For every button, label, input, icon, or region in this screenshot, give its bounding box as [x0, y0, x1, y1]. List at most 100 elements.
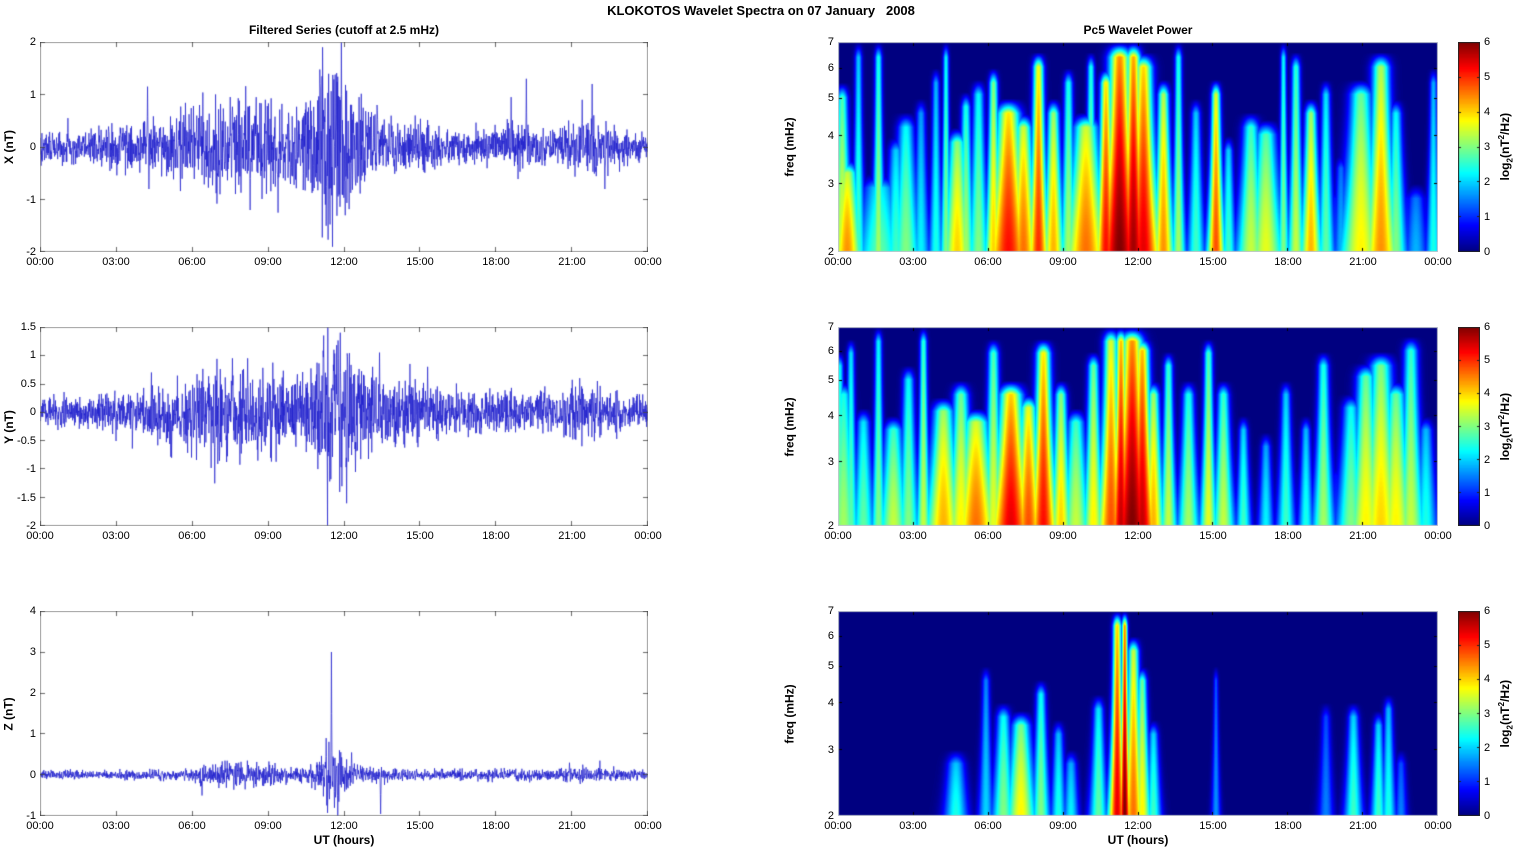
tick-label: 3: [29, 646, 36, 658]
tick-label: 06:00: [178, 256, 206, 268]
tick-label: 21:00: [558, 820, 586, 832]
colorbar-ticks-y: 6 5 4 3 2 1 0: [1484, 321, 1510, 532]
tick-label: 2: [827, 520, 834, 532]
tick-label: 00:00: [1424, 820, 1452, 832]
tick-label: 21:00: [1349, 530, 1377, 542]
tick-label: 18:00: [1274, 820, 1302, 832]
tick-label: 00:00: [1424, 530, 1452, 542]
tick-label: 00:00: [26, 256, 54, 268]
tick-label: 0: [1484, 246, 1491, 258]
tick-label: 12:00: [1124, 530, 1152, 542]
tick-label: 4: [827, 696, 834, 709]
tick-label: -0.5: [17, 434, 36, 447]
tick-label: 5: [1484, 70, 1491, 83]
tick-label: -2: [26, 520, 36, 532]
tick-label: 1.5: [20, 321, 36, 333]
freq-axis-label-z: freq (mHz): [782, 683, 797, 744]
tick-label: 09:00: [1049, 530, 1077, 542]
y-axis-ticks-timeseries-z: 4 3 2 1 0 -1: [0, 605, 36, 822]
tick-label: 0.5: [20, 377, 36, 390]
tick-label: 12:00: [330, 820, 358, 832]
tick-label: 00:00: [824, 256, 852, 268]
tick-label: -1: [26, 810, 36, 822]
tick-label: 3: [1484, 707, 1491, 720]
tick-label: 4: [29, 605, 36, 617]
freq-axis-label-y: freq (mHz): [782, 396, 797, 457]
tick-label: 5: [827, 92, 834, 105]
tick-label: 2: [1484, 741, 1491, 754]
tick-label: 4: [1484, 673, 1491, 686]
tick-label: 1: [29, 728, 36, 740]
y-axis-ticks-timeseries-x: 2 1 0 -1 -2: [0, 36, 36, 258]
tick-label: 0: [29, 769, 36, 781]
tick-label: 03:00: [102, 820, 130, 832]
tick-label: 00:00: [26, 820, 54, 832]
timeseries-x-panel: [40, 42, 648, 252]
left-column-title: Filtered Series (cutoff at 2.5 mHz): [248, 23, 440, 37]
tick-label: 15:00: [406, 820, 434, 832]
colorbar-ticks-x: 6 5 4 3 2 1 0: [1484, 36, 1510, 258]
tick-label: 4: [1484, 387, 1491, 400]
tick-label: 3: [1484, 141, 1491, 153]
tick-label: 09:00: [254, 530, 282, 542]
figure-title: KLOKOTOS Wavelet Spectra on 07 January 2…: [607, 3, 915, 18]
tick-label: 3: [827, 455, 834, 468]
tick-label: 0: [29, 141, 36, 153]
tick-label: 00:00: [824, 820, 852, 832]
tick-label: 06:00: [178, 530, 206, 542]
x-axis-ticks-spectrogram-x: 00:00 03:00 06:00 09:00 12:00 15:00 18:00 21:00…: [824, 256, 1452, 269]
tick-label: 1: [29, 88, 36, 101]
tick-label: 03:00: [102, 530, 130, 542]
tick-label: 6: [827, 61, 834, 74]
tick-label: 18:00: [482, 820, 510, 832]
tick-label: 1: [29, 349, 36, 362]
tick-label: 00:00: [1424, 256, 1452, 268]
y-axis-ticks-spectrogram-z: 7 6 5 4 3 2: [798, 605, 834, 822]
tick-label: 18:00: [482, 530, 510, 542]
x-axis-label-right: UT (hours): [1107, 833, 1169, 847]
timeseries-y-canvas: [40, 327, 648, 526]
timeseries-x-canvas: [40, 42, 648, 252]
y-axis-ticks-spectrogram-y: 7 6 5 4 3 2: [798, 321, 834, 532]
tick-label: 06:00: [974, 256, 1002, 268]
tick-label: 1: [1484, 775, 1491, 788]
tick-label: 2: [827, 246, 834, 258]
y-axis-ticks-spectrogram-x: 7 6 5 4 3 2: [798, 36, 834, 258]
tick-label: 09:00: [1049, 820, 1077, 832]
tick-label: 12:00: [330, 530, 358, 542]
tick-label: 6: [1484, 605, 1491, 617]
tick-label: 2: [29, 36, 36, 48]
tick-label: 00:00: [824, 530, 852, 542]
colorbar-ticks-z: 6 5 4 3 2 1 0: [1484, 605, 1510, 822]
tick-label: 2: [827, 810, 834, 822]
tick-label: -1: [26, 463, 36, 476]
tick-label: 09:00: [254, 820, 282, 832]
tick-label: 3: [1484, 420, 1491, 433]
y-axis-ticks-timeseries-y: 1.5 1 0.5 0 -0.5 -1 -1.5 -2: [0, 321, 36, 532]
tick-label: 0: [29, 406, 36, 419]
tick-label: 1: [1484, 211, 1491, 223]
tick-label: 03:00: [899, 256, 927, 268]
tick-label: 2: [29, 687, 36, 699]
tick-label: 18:00: [1274, 530, 1302, 542]
tick-label: 2: [1484, 175, 1491, 188]
tick-label: 5: [1484, 354, 1491, 367]
tick-label: 0: [1484, 810, 1491, 822]
tick-label: 3: [827, 743, 834, 756]
timeseries-z-panel: [40, 611, 648, 816]
tick-label: 15:00: [1199, 256, 1227, 268]
tick-label: 4: [827, 409, 834, 422]
colorbar-z-panel: [1458, 611, 1480, 816]
tick-label: 1: [1484, 486, 1491, 499]
tick-label: 00:00: [634, 820, 662, 832]
tick-label: 15:00: [1199, 820, 1227, 832]
tick-label: 21:00: [1349, 820, 1377, 832]
tick-label: -2: [26, 246, 36, 258]
tick-label: 6: [827, 345, 834, 358]
tick-label: 03:00: [899, 530, 927, 542]
tick-label: 03:00: [899, 820, 927, 832]
x-axis-ticks-spectrogram-z: 00:00 03:00 06:00 09:00 12:00 15:00 18:00 21:00…: [824, 820, 1452, 833]
tick-label: 21:00: [558, 530, 586, 542]
spectrogram-z-panel: [838, 611, 1438, 816]
tick-label: 6: [1484, 36, 1491, 48]
